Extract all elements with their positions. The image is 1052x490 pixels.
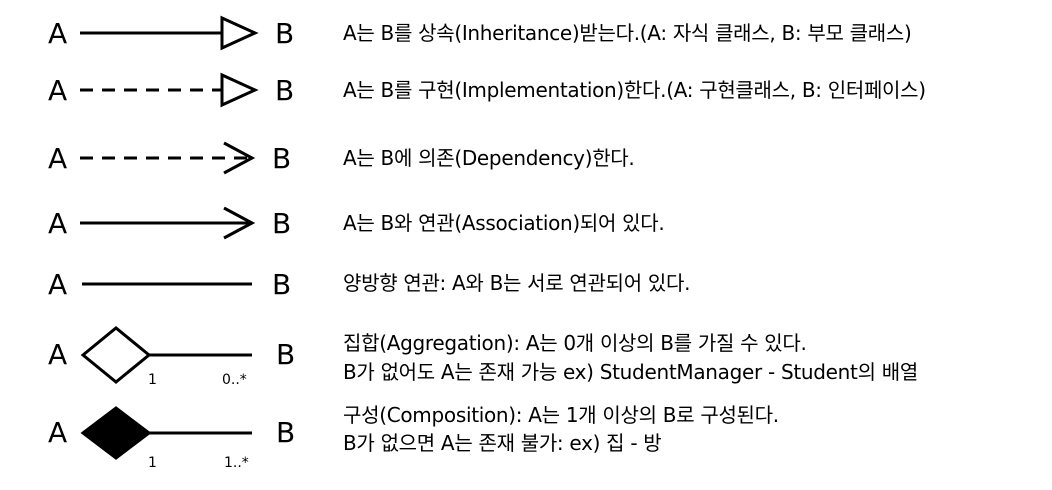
class-b-label: B bbox=[275, 74, 294, 107]
bidirectional-description: 양방향 연관: A와 B는 서로 연관되어 있다. bbox=[343, 271, 691, 295]
open-arrowhead-icon bbox=[223, 141, 256, 175]
class-a-label: A bbox=[48, 17, 67, 50]
association-relation: A B bbox=[48, 206, 291, 240]
inheritance-relation: A B bbox=[48, 15, 294, 51]
composition-description: 구성(Composition): A는 1개 이상의 B로 구성된다. bbox=[343, 403, 779, 427]
class-a-label: A bbox=[48, 207, 67, 240]
class-b-label: B bbox=[276, 416, 295, 449]
aggregation-description: 집합(Aggregation): A는 0개 이상의 B를 가질 수 있다. bbox=[343, 331, 807, 355]
association-description: A는 B와 연관(Association)되어 있다. bbox=[343, 211, 665, 235]
class-b-label: B bbox=[276, 338, 295, 371]
aggregation-example: B가 없어도 A는 존재 가능 ex) StudentManager - Stu… bbox=[343, 360, 918, 384]
multiplicity-b: 0..* bbox=[222, 372, 247, 388]
hollow-triangle-arrowhead-icon bbox=[220, 72, 259, 108]
hollow-diamond-icon bbox=[80, 326, 152, 384]
class-b-label: B bbox=[272, 268, 291, 301]
composition-relation: A 1 1..* B bbox=[48, 406, 295, 471]
multiplicity-a: 1 bbox=[148, 455, 157, 471]
bidirectional-association-relation: A B bbox=[48, 268, 291, 301]
implementation-relation: A B bbox=[48, 72, 294, 108]
implementation-description: A는 B를 구현(Implementation)한다.(A: 구현클래스, B:… bbox=[343, 78, 926, 102]
multiplicity-a: 1 bbox=[148, 372, 157, 388]
dependency-description: A는 B에 의존(Dependency)한다. bbox=[343, 146, 635, 170]
class-a-label: A bbox=[48, 416, 67, 449]
class-b-label: B bbox=[275, 17, 294, 50]
class-a-label: A bbox=[48, 142, 67, 175]
class-a-label: A bbox=[48, 74, 67, 107]
class-b-label: B bbox=[272, 207, 291, 240]
inheritance-description: A는 B를 상속(Inheritance)받는다.(A: 자식 클래스, B: … bbox=[343, 21, 912, 45]
open-arrowhead-icon bbox=[223, 206, 256, 240]
composition-example: B가 없으면 A는 존재 불가: ex) 집 - 방 bbox=[343, 431, 662, 455]
class-a-label: A bbox=[48, 338, 67, 371]
aggregation-relation: A 1 0..* B bbox=[48, 326, 295, 388]
multiplicity-b: 1..* bbox=[224, 455, 249, 471]
filled-diamond-icon bbox=[80, 406, 152, 460]
class-a-label: A bbox=[48, 268, 67, 301]
class-b-label: B bbox=[272, 142, 291, 175]
dependency-relation: A B bbox=[48, 141, 291, 175]
hollow-triangle-arrowhead-icon bbox=[220, 15, 259, 51]
